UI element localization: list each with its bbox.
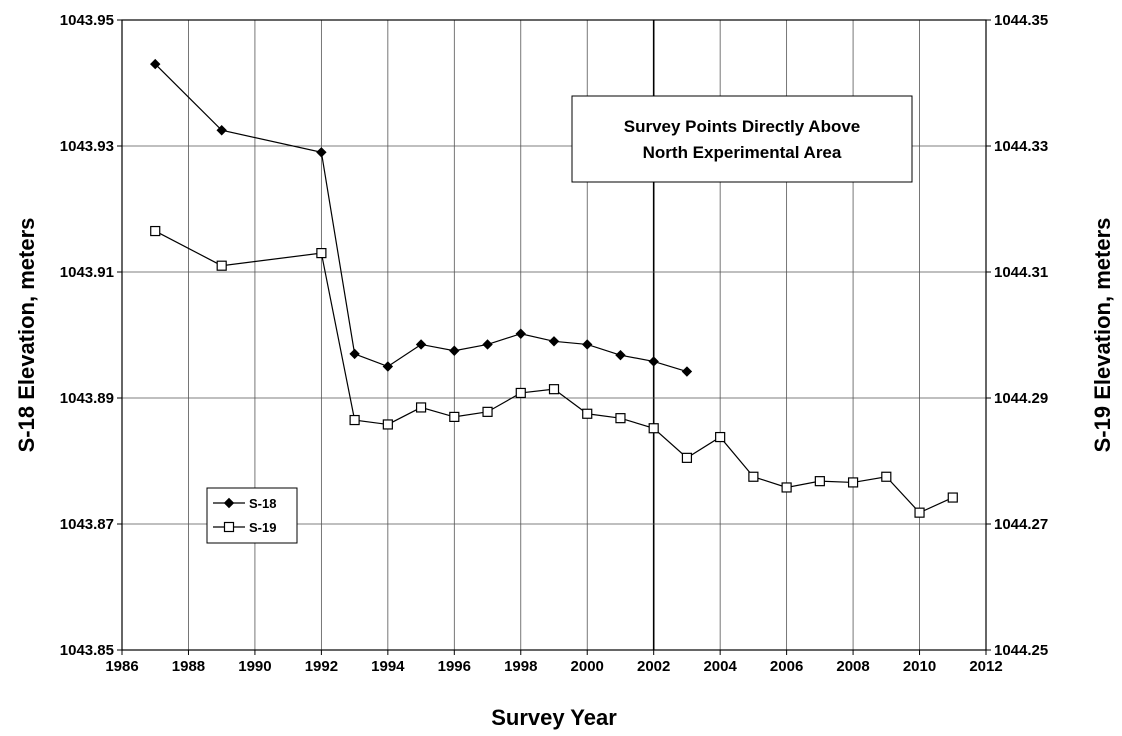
x-tick-label: 2012 xyxy=(969,658,1002,675)
x-tick-label: 1994 xyxy=(371,658,405,675)
series-line-s-18 xyxy=(154,63,688,373)
data-point-s-19 xyxy=(548,384,560,395)
right-y-axis-title: S-19 Elevation, meters xyxy=(1090,218,1115,453)
x-tick-label: 2008 xyxy=(836,658,869,675)
data-point-s-18 xyxy=(648,356,659,367)
x-tick-label: 2002 xyxy=(637,658,670,675)
series-s-18 xyxy=(150,58,693,377)
x-tick-label: 1986 xyxy=(105,658,138,675)
data-point-s-19 xyxy=(482,406,493,417)
left-y-axis-title: S-18 Elevation, meters xyxy=(14,218,39,453)
data-point-s-18 xyxy=(316,147,327,158)
data-point-s-19 xyxy=(582,408,593,419)
series-layer xyxy=(150,58,958,518)
x-tick-label: 2010 xyxy=(903,658,936,675)
data-point-s-19 xyxy=(449,411,460,422)
tick-labels: 1986 1988 1990 1992 1994 1996 1998 2000 2002 2004… xyxy=(60,12,1048,675)
annotation-line-2: North Experimental Area xyxy=(643,143,842,162)
right-y-tick-label: 1044.27 xyxy=(994,516,1048,533)
data-point-s-19 xyxy=(847,477,859,488)
annotation-box: Survey Points Directly Above North Exper… xyxy=(571,95,913,183)
left-y-tick-label: 1043.91 xyxy=(60,264,114,281)
series-line-s-19 xyxy=(154,230,954,514)
data-point-s-19 xyxy=(150,225,161,237)
data-point-s-19 xyxy=(781,482,792,493)
legend-label: S-18 xyxy=(249,496,276,511)
data-point-s-19 xyxy=(648,423,659,434)
legend-frame xyxy=(206,487,298,544)
right-y-tick-label: 1044.25 xyxy=(994,642,1048,659)
data-point-s-19 xyxy=(415,402,427,413)
legend-label: S-19 xyxy=(249,520,276,535)
data-point-s-18 xyxy=(548,336,560,347)
x-tick-label: 1988 xyxy=(172,658,205,675)
legend: S-18 S-19 xyxy=(206,487,298,544)
legend-item-s-18: S-18 xyxy=(213,496,276,511)
x-tick-label: 2004 xyxy=(703,658,737,675)
right-y-tick-label: 1044.31 xyxy=(994,264,1048,281)
right-y-tick-label: 1044.33 xyxy=(994,138,1048,155)
x-tick-label: 1996 xyxy=(438,658,471,675)
left-y-tick-label: 1043.87 xyxy=(60,516,114,533)
data-point-s-19 xyxy=(349,414,360,426)
x-tick-label: 2006 xyxy=(770,658,803,675)
annotation-frame xyxy=(571,95,913,183)
legend-marker xyxy=(223,521,235,533)
series-s-19 xyxy=(150,225,958,518)
x-tick-label: 1992 xyxy=(305,658,338,675)
data-point-s-19 xyxy=(715,431,726,443)
x-tick-label: 1990 xyxy=(238,658,271,675)
data-point-s-18 xyxy=(415,339,427,350)
legend-marker xyxy=(223,497,235,509)
left-y-tick-label: 1043.85 xyxy=(60,642,114,659)
data-point-s-18 xyxy=(482,339,493,350)
data-point-s-18 xyxy=(515,328,526,339)
data-point-s-18 xyxy=(449,345,460,356)
data-point-s-18 xyxy=(681,366,693,377)
x-tick-label: 1998 xyxy=(504,658,537,675)
data-point-s-18 xyxy=(615,349,626,361)
right-y-tick-label: 1044.29 xyxy=(994,390,1048,407)
data-point-s-19 xyxy=(814,476,825,487)
data-point-s-18 xyxy=(216,125,227,136)
data-point-s-18 xyxy=(582,339,593,350)
data-point-s-19 xyxy=(914,507,925,518)
data-point-s-19 xyxy=(947,492,958,503)
data-point-s-18 xyxy=(382,361,394,372)
left-y-tick-label: 1043.95 xyxy=(60,12,114,29)
data-point-s-19 xyxy=(316,248,327,259)
legend-item-s-19: S-19 xyxy=(213,520,276,535)
left-y-tick-label: 1043.89 xyxy=(60,390,114,407)
right-y-tick-label: 1044.35 xyxy=(994,12,1048,29)
plot-frame xyxy=(121,19,987,651)
data-point-s-19 xyxy=(515,387,526,399)
data-point-s-19 xyxy=(748,471,759,482)
x-axis-title: Survey Year xyxy=(491,705,617,730)
x-tick-label: 2000 xyxy=(571,658,604,675)
data-point-s-19 xyxy=(216,260,227,271)
data-point-s-19 xyxy=(881,471,892,482)
data-point-s-18 xyxy=(349,348,360,360)
left-y-tick-label: 1043.93 xyxy=(60,138,114,155)
annotation-line-1: Survey Points Directly Above xyxy=(624,117,861,136)
data-point-s-19 xyxy=(681,452,693,463)
data-point-s-18 xyxy=(150,58,161,70)
data-point-s-19 xyxy=(382,419,393,430)
data-point-s-19 xyxy=(615,413,626,424)
